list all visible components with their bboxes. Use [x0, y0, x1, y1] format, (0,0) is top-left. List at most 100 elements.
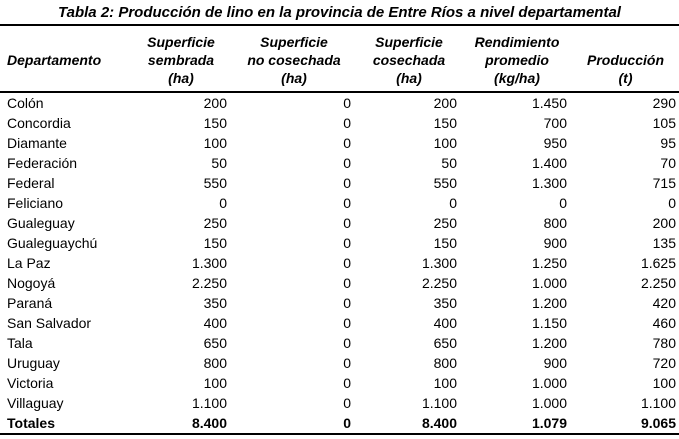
value-cell: 135 [652, 235, 676, 251]
value-cell: 780 [652, 335, 676, 351]
department-cell: Nogoyá [7, 275, 56, 291]
totals-value-cell: 8.400 [130, 413, 232, 435]
value-cell: 0 [343, 355, 351, 371]
value-cell: 200 [652, 215, 676, 231]
table-row: Feliciano 0 0 0 0 0 [0, 193, 679, 213]
value-cell: 800 [433, 355, 457, 371]
value-cell: 0 [343, 175, 351, 191]
value-cell: 700 [543, 115, 567, 131]
department-cell: La Paz [7, 255, 51, 271]
value-cell: 715 [652, 175, 676, 191]
value-cell: 0 [343, 215, 351, 231]
value-cell: 900 [543, 235, 567, 251]
lino-production-table: Departamento Superficie sembrada (ha) Supe… [0, 26, 679, 435]
value-cell: 2.250 [191, 275, 227, 291]
department-cell: San Salvador [7, 315, 92, 331]
department-cell: Concordia [7, 115, 71, 131]
value-cell: 0 [343, 135, 351, 151]
value-cell: 1.000 [531, 395, 567, 411]
value-cell: 650 [433, 335, 457, 351]
value-cell: 0 [343, 195, 351, 211]
value-cell: 150 [203, 115, 227, 131]
value-cell: 100 [433, 375, 457, 391]
value-cell: 0 [343, 155, 351, 171]
department-cell: Tala [7, 335, 33, 351]
column-header-superficie-cosechada: Superficie cosechada (ha) [356, 26, 462, 93]
department-cell: Villaguay [7, 395, 64, 411]
value-cell: 100 [203, 375, 227, 391]
value-cell: 100 [652, 375, 676, 391]
totals-row: Totales 8.400 0 8.400 1.079 9.065 [0, 413, 679, 435]
value-cell: 70 [660, 155, 676, 171]
value-cell: 50 [211, 155, 227, 171]
table-header: Departamento Superficie sembrada (ha) Supe… [0, 26, 679, 93]
table-row: Gualeguaychú 150 0 150 900 135 [0, 233, 679, 253]
table-row: San Salvador 400 0 400 1.150 460 [0, 313, 679, 333]
table-row: Nogoyá 2.250 0 2.250 1.000 2.250 [0, 273, 679, 293]
department-cell: Paraná [7, 295, 53, 311]
value-cell: 1.400 [531, 155, 567, 171]
totals-value-cell: 8.400 [356, 413, 462, 435]
totals-value-cell: 9.065 [572, 413, 679, 435]
value-cell: 95 [660, 135, 676, 151]
department-cell: Gualeguay [7, 215, 75, 231]
department-cell: Colón [7, 95, 44, 111]
value-cell: 0 [343, 335, 351, 351]
value-cell: 0 [343, 275, 351, 291]
totals-value-cell: 1.079 [462, 413, 572, 435]
value-cell: 150 [433, 115, 457, 131]
value-cell: 100 [203, 135, 227, 151]
table-title: Tabla 2: Producción de lino en la provin… [0, 0, 679, 26]
table-row: La Paz 1.300 0 1.300 1.250 1.625 [0, 253, 679, 273]
value-cell: 0 [219, 195, 227, 211]
department-cell: Diamante [7, 135, 67, 151]
value-cell: 1.625 [640, 255, 676, 271]
value-cell: 1.100 [191, 395, 227, 411]
value-cell: 1.450 [531, 95, 567, 111]
column-header-superficie-no-cosechada: Superficie no cosechada (ha) [232, 26, 356, 93]
table-row: Paraná 350 0 350 1.200 420 [0, 293, 679, 313]
value-cell: 290 [652, 95, 676, 111]
value-cell: 250 [433, 215, 457, 231]
value-cell: 0 [343, 295, 351, 311]
value-cell: 50 [441, 155, 457, 171]
value-cell: 0 [343, 235, 351, 251]
value-cell: 0 [343, 315, 351, 331]
value-cell: 0 [343, 95, 351, 111]
value-cell: 0 [559, 195, 567, 211]
value-cell: 0 [343, 375, 351, 391]
value-cell: 1.100 [421, 395, 457, 411]
value-cell: 2.250 [640, 275, 676, 291]
value-cell: 150 [203, 235, 227, 251]
value-cell: 1.100 [640, 395, 676, 411]
value-cell: 1.300 [421, 255, 457, 271]
table-row: Federación 50 0 50 1.400 70 [0, 153, 679, 173]
value-cell: 0 [449, 195, 457, 211]
value-cell: 350 [203, 295, 227, 311]
value-cell: 1.300 [191, 255, 227, 271]
value-cell: 0 [343, 115, 351, 131]
column-header-departamento: Departamento [0, 26, 130, 93]
table-row: Victoria 100 0 100 1.000 100 [0, 373, 679, 393]
column-header-produccion: Producción (t) [572, 26, 679, 93]
totals-value-cell: 0 [232, 413, 356, 435]
value-cell: 100 [433, 135, 457, 151]
column-header-rendimiento-promedio: Rendimiento promedio (kg/ha) [462, 26, 572, 93]
value-cell: 1.000 [531, 375, 567, 391]
value-cell: 900 [543, 355, 567, 371]
department-cell: Federación [7, 155, 78, 171]
value-cell: 400 [203, 315, 227, 331]
table-row: Federal 550 0 550 1.300 715 [0, 173, 679, 193]
header-row: Departamento Superficie sembrada (ha) Supe… [0, 26, 679, 93]
value-cell: 2.250 [421, 275, 457, 291]
value-cell: 1.200 [531, 335, 567, 351]
value-cell: 105 [652, 115, 676, 131]
value-cell: 200 [433, 95, 457, 111]
value-cell: 0 [343, 255, 351, 271]
table-row: Tala 650 0 650 1.200 780 [0, 333, 679, 353]
value-cell: 350 [433, 295, 457, 311]
value-cell: 1.300 [531, 175, 567, 191]
value-cell: 200 [203, 95, 227, 111]
value-cell: 650 [203, 335, 227, 351]
value-cell: 1.200 [531, 295, 567, 311]
